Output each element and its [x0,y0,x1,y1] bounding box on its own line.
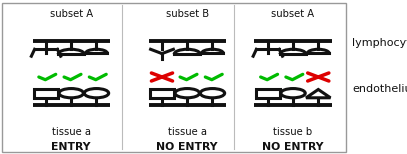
Text: lymphocyte: lymphocyte [352,38,407,48]
Circle shape [175,89,199,98]
Bar [150,89,174,98]
Text: endothelium: endothelium [352,84,407,94]
Circle shape [84,89,109,98]
Bar [34,89,58,98]
Circle shape [59,89,83,98]
Text: tissue b: tissue b [274,127,313,137]
Bar [256,89,280,98]
FancyBboxPatch shape [2,3,346,152]
Text: ENTRY: ENTRY [51,142,91,152]
Text: tissue a: tissue a [52,127,91,137]
Polygon shape [306,89,330,98]
Text: subset A: subset A [50,9,93,19]
Text: subset B: subset B [166,9,209,19]
Text: subset A: subset A [271,9,315,19]
Text: NO ENTRY: NO ENTRY [156,142,218,152]
Circle shape [281,89,305,98]
Circle shape [200,89,225,98]
Text: tissue a: tissue a [168,127,207,137]
Text: NO ENTRY: NO ENTRY [262,142,324,152]
